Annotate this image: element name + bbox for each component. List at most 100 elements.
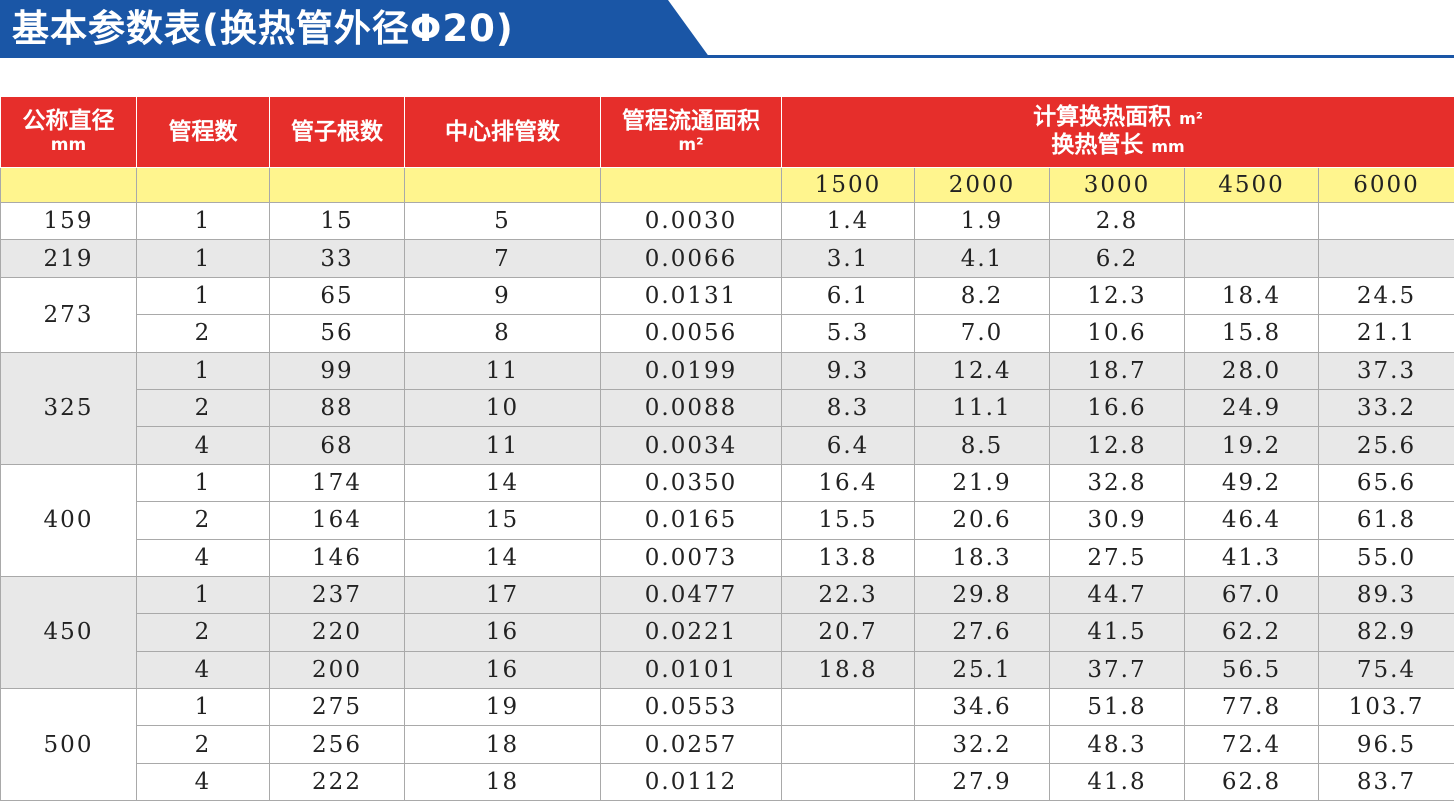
col-header-heat-area: 计算换热面积 m² 换热管长 mm xyxy=(782,97,1454,168)
diameter-label: 公称直径 xyxy=(23,108,115,134)
heat-area-cell: 16.6 xyxy=(1050,389,1185,426)
diameter-cell: 219 xyxy=(1,240,137,277)
heat-area-cell: 34.6 xyxy=(915,689,1050,726)
center-tubes-cell: 19 xyxy=(405,689,601,726)
tubes-cell: 256 xyxy=(270,726,405,763)
heat-area-cell: 65.6 xyxy=(1319,464,1454,501)
diameter-unit: mm xyxy=(1,134,136,156)
tubes-cell: 164 xyxy=(270,502,405,539)
flow-area-cell: 0.0056 xyxy=(601,315,782,352)
heat-area-cell: 6.1 xyxy=(782,277,915,314)
heat-area-cell: 25.1 xyxy=(915,651,1050,688)
center-tubes-cell: 16 xyxy=(405,614,601,651)
heat-area-cell: 21.1 xyxy=(1319,315,1454,352)
tubes-cell: 56 xyxy=(270,315,405,352)
passes-cell: 2 xyxy=(137,315,270,352)
subheader-blank xyxy=(601,168,782,203)
heat-area-cell: 67.0 xyxy=(1185,576,1319,613)
length-1500: 1500 xyxy=(782,168,915,203)
diameter-cell: 450 xyxy=(1,576,137,688)
tubes-cell: 220 xyxy=(270,614,405,651)
heat-area-cell: 24.5 xyxy=(1319,277,1454,314)
heat-area-cell: 82.9 xyxy=(1319,614,1454,651)
flow-area-cell: 0.0073 xyxy=(601,539,782,576)
tubes-cell: 65 xyxy=(270,277,405,314)
flow-area-cell: 0.0199 xyxy=(601,352,782,389)
length-4500: 4500 xyxy=(1185,168,1319,203)
heat-area-cell: 51.8 xyxy=(1050,689,1185,726)
heat-area-cell: 7.0 xyxy=(915,315,1050,352)
tubes-cell: 222 xyxy=(270,763,405,800)
center-tubes-cell: 9 xyxy=(405,277,601,314)
tubes-cell: 68 xyxy=(270,427,405,464)
heat-area-cell: 8.2 xyxy=(915,277,1050,314)
heat-area-cell: 1.9 xyxy=(915,203,1050,240)
heat-area-cell: 27.6 xyxy=(915,614,1050,651)
passes-cell: 2 xyxy=(137,726,270,763)
heat-area-cell xyxy=(782,726,915,763)
heat-area-cell: 72.4 xyxy=(1185,726,1319,763)
heat-area-cell: 27.9 xyxy=(915,763,1050,800)
heat-area-cell: 12.8 xyxy=(1050,427,1185,464)
heat-area-cell: 27.5 xyxy=(1050,539,1185,576)
heat-area-cell xyxy=(782,689,915,726)
center-tubes-cell: 11 xyxy=(405,352,601,389)
length-3000: 3000 xyxy=(1050,168,1185,203)
col-header-passes: 管程数 xyxy=(137,97,270,168)
length-2000: 2000 xyxy=(915,168,1050,203)
diameter-cell: 400 xyxy=(1,464,137,576)
heat-area-cell: 13.8 xyxy=(782,539,915,576)
passes-cell: 1 xyxy=(137,464,270,501)
col-header-flow-area: 管程流通面积 m² xyxy=(601,97,782,168)
tubes-cell: 88 xyxy=(270,389,405,426)
heat-area-cell: 24.9 xyxy=(1185,389,1319,426)
flow-area-label: 管程流通面积 xyxy=(622,108,760,134)
heat-area-cell: 15.8 xyxy=(1185,315,1319,352)
heat-area-cell: 49.2 xyxy=(1185,464,1319,501)
passes-cell: 1 xyxy=(137,576,270,613)
center-tubes-cell: 14 xyxy=(405,464,601,501)
heat-area-cell: 89.3 xyxy=(1319,576,1454,613)
tubes-cell: 146 xyxy=(270,539,405,576)
passes-cell: 1 xyxy=(137,240,270,277)
diameter-cell: 325 xyxy=(1,352,137,464)
col-header-diameter: 公称直径 mm xyxy=(1,97,137,168)
center-tubes-cell: 8 xyxy=(405,315,601,352)
diameter-cell: 159 xyxy=(1,203,137,240)
heat-area-cell: 61.8 xyxy=(1319,502,1454,539)
passes-cell: 2 xyxy=(137,614,270,651)
heat-area-cell: 18.8 xyxy=(782,651,915,688)
subheader-blank xyxy=(405,168,601,203)
heat-area-cell: 11.1 xyxy=(915,389,1050,426)
heat-area-cell: 20.6 xyxy=(915,502,1050,539)
heat-area-cell: 46.4 xyxy=(1185,502,1319,539)
heat-area-cell: 83.7 xyxy=(1319,763,1454,800)
heat-area-cell xyxy=(1185,203,1319,240)
tube-length-unit: mm xyxy=(1151,137,1184,156)
heat-area-cell: 10.6 xyxy=(1050,315,1185,352)
parameter-table: 公称直径 mm 管程数 管子根数 中心排管数 管程流通面积 m² 计算换热面积 … xyxy=(0,96,1454,801)
center-tubes-cell: 18 xyxy=(405,726,601,763)
length-row: 1500 2000 3000 4500 6000 xyxy=(1,168,1454,203)
heat-area-cell: 25.6 xyxy=(1319,427,1454,464)
heat-area-label: 计算换热面积 xyxy=(1033,104,1171,130)
flow-area-cell: 0.0165 xyxy=(601,502,782,539)
subheader-blank xyxy=(137,168,270,203)
heat-area-cell: 8.5 xyxy=(915,427,1050,464)
tube-length-line: 换热管长 mm xyxy=(782,132,1454,160)
heat-area-line: 计算换热面积 m² xyxy=(782,104,1454,132)
heat-area-cell: 19.2 xyxy=(1185,427,1319,464)
heat-area-cell: 18.4 xyxy=(1185,277,1319,314)
heat-area-cell: 62.2 xyxy=(1185,614,1319,651)
passes-cell: 4 xyxy=(137,763,270,800)
